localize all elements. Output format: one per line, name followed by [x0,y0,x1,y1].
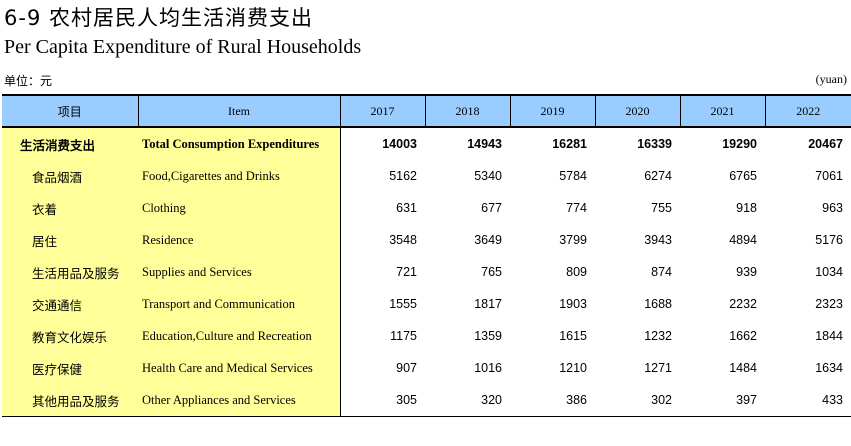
value-cell: 5162 [389,169,417,183]
value-cell: 677 [481,201,502,215]
value-cell: 2323 [815,297,843,311]
header-year: 2020 [595,94,681,128]
value-cell: 433 [765,384,851,417]
header-item-chinese: 项目 [2,94,139,128]
value-cell: 14943 [467,137,502,151]
row-label-english: Transport and Communication [138,288,341,320]
value-cell: 19290 [722,137,757,151]
value-cell: 20467 [808,137,843,151]
value-cell: 1359 [474,329,502,343]
table-row: 交通通信 Transport and Communication 1555 1817 1… [2,288,851,320]
header-item-english: Item [138,94,341,128]
value-cell: 3943 [644,233,672,247]
value-cell: 5340 [474,169,502,183]
row-label-english: Food,Cigarettes and Drinks [138,160,341,192]
value-cell: 386 [510,384,595,417]
value-cell: 5784 [559,169,587,183]
row-label-chinese: 居住 [2,224,138,256]
value-cell: 4894 [729,233,757,247]
unit-label-chinese: 单位：元 [4,74,53,88]
value-cell: 2232 [729,297,757,311]
page-title-chinese: 6-9 农村居民人均生活消费支出 [4,6,313,30]
table-row: 其他用品及服务 Other Appliances and Services 305 3… [2,384,851,417]
table-row-total: 生活消费支出 Total Consumption Expenditures 1400… [2,127,851,160]
value-cell: 874 [651,265,672,279]
value-cell: 1210 [559,361,587,375]
value-cell: 721 [396,265,417,279]
header-year: 2017 [340,94,426,128]
value-cell: 320 [425,384,510,417]
value-cell: 16281 [552,137,587,151]
header-year: 2021 [680,94,766,128]
value-cell: 6274 [644,169,672,183]
row-label-english: Clothing [138,192,341,224]
value-cell: 14003 [382,137,417,151]
value-cell: 1232 [644,329,672,343]
table-row: 生活用品及服务 Supplies and Services 721 765 809 874… [2,256,851,288]
value-cell: 963 [822,201,843,215]
row-label-chinese: 交通通信 [2,288,138,320]
value-cell: 918 [736,201,757,215]
table-row: 食品烟酒 Food,Cigarettes and Drinks 5162 5340 57… [2,160,851,192]
table-row: 医疗保健 Health Care and Medical Services 907 1… [2,352,851,384]
table-row: 衣着 Clothing 631 677 774 755 918 963 [2,192,851,224]
row-label-chinese: 食品烟酒 [2,160,138,192]
unit-label-english: (yuan) [815,72,847,86]
value-cell: 305 [340,384,425,417]
expenditure-table: 项目 Item 2017 2018 2019 2020 2021 2022 生活… [2,94,851,417]
value-cell: 7061 [815,169,843,183]
value-cell: 1555 [389,297,417,311]
value-cell: 302 [595,384,680,417]
value-cell: 1484 [729,361,757,375]
row-label-english: Residence [138,224,341,256]
value-cell: 1903 [559,297,587,311]
value-cell: 939 [736,265,757,279]
value-cell: 5176 [815,233,843,247]
value-cell: 1634 [815,361,843,375]
value-cell: 1662 [729,329,757,343]
value-cell: 1271 [644,361,672,375]
table-row: 教育文化娱乐 Education,Culture and Recreation 11… [2,320,851,352]
value-cell: 907 [396,361,417,375]
value-cell: 1016 [474,361,502,375]
row-label-english: Total Consumption Expenditures [138,127,341,160]
page-title-english: Per Capita Expenditure of Rural Househol… [4,36,362,58]
header-year: 2022 [765,94,851,128]
row-label-english: Health Care and Medical Services [138,352,341,384]
row-label-chinese: 衣着 [2,192,138,224]
row-label-english: Other Appliances and Services [138,384,341,417]
value-cell: 809 [566,265,587,279]
value-cell: 16339 [637,137,672,151]
value-cell: 6765 [729,169,757,183]
value-cell: 1844 [815,329,843,343]
value-cell: 1615 [559,329,587,343]
row-label-english: Education,Culture and Recreation [138,320,341,352]
value-cell: 755 [651,201,672,215]
table-row: 居住 Residence 3548 3649 3799 3943 4894 5176 [2,224,851,256]
row-label-chinese: 教育文化娱乐 [2,320,138,352]
table-header-row: 项目 Item 2017 2018 2019 2020 2021 2022 [2,94,851,128]
row-label-english: Supplies and Services [138,256,341,288]
value-cell: 1175 [390,329,417,343]
row-label-chinese: 生活用品及服务 [2,256,138,288]
row-label-chinese: 医疗保健 [2,352,138,384]
row-label-chinese: 生活消费支出 [2,127,138,160]
row-label-chinese: 其他用品及服务 [2,384,138,417]
value-cell: 631 [396,201,417,215]
value-cell: 1688 [644,297,672,311]
value-cell: 3799 [559,233,587,247]
header-year: 2018 [425,94,511,128]
value-cell: 765 [481,265,502,279]
value-cell: 1034 [815,265,843,279]
value-cell: 1817 [474,297,502,311]
value-cell: 774 [566,201,587,215]
value-cell: 3649 [474,233,502,247]
value-cell: 397 [680,384,765,417]
header-year: 2019 [510,94,596,128]
value-cell: 3548 [389,233,417,247]
